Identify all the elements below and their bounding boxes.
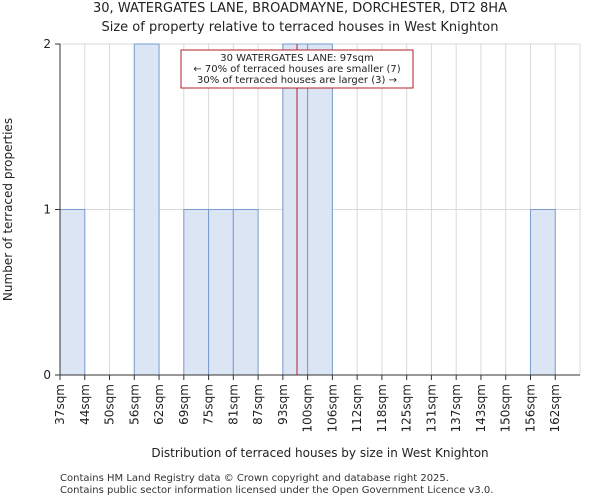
x-tick-label: 56sqm bbox=[127, 384, 141, 425]
bars bbox=[59, 43, 556, 376]
x-tick-label: 81sqm bbox=[226, 384, 240, 425]
footer-line-2: Contains public sector information licen… bbox=[60, 485, 494, 496]
y-tick-label: 0 bbox=[43, 368, 51, 382]
chart-subtitle: Size of property relative to terraced ho… bbox=[101, 20, 499, 35]
y-tick-label: 1 bbox=[43, 203, 51, 217]
x-tick-label: 112sqm bbox=[350, 384, 364, 432]
y-tick-label: 2 bbox=[43, 37, 51, 51]
bar-93sqm bbox=[282, 43, 309, 376]
x-tick-label: 118sqm bbox=[375, 384, 389, 432]
bar-37sqm bbox=[59, 209, 86, 376]
x-tick-label: 69sqm bbox=[177, 384, 191, 425]
bar-156sqm bbox=[529, 209, 556, 376]
x-tick-label: 143sqm bbox=[474, 384, 488, 432]
annotation-box bbox=[180, 49, 414, 89]
chart-title: 30, WATERGATES LANE, BROADMAYNE, DORCHES… bbox=[93, 1, 507, 16]
x-tick-label: 100sqm bbox=[301, 384, 315, 432]
x-tick-label: 37sqm bbox=[53, 384, 67, 425]
x-tick-label: 131sqm bbox=[424, 384, 438, 432]
x-tick-label: 44sqm bbox=[78, 384, 92, 425]
x-tick-label: 62sqm bbox=[152, 384, 166, 425]
y-axis-label: Number of terraced properties bbox=[1, 118, 15, 301]
marker: 30 WATERGATES LANE: 97sqm← 70% of terrac… bbox=[180, 44, 414, 375]
x-tick-label: 125sqm bbox=[400, 384, 414, 432]
x-tick-label: 75sqm bbox=[202, 384, 216, 425]
axes: 0 1 2 37sqm 44sqm 50sqm 56sqm 62sqm 69sqm 75sqm 81… bbox=[43, 37, 580, 432]
x-tick-label: 156sqm bbox=[523, 384, 537, 432]
bar-81sqm bbox=[232, 209, 259, 376]
annotation-line-1: 30 WATERGATES LANE: 97sqm bbox=[220, 53, 373, 64]
x-tick-label: 162sqm bbox=[548, 384, 562, 432]
x-tick-label: 50sqm bbox=[103, 384, 117, 425]
x-tick-label: 150sqm bbox=[499, 384, 513, 432]
bar-75sqm bbox=[208, 209, 234, 376]
footer-line-1: Contains HM Land Registry data © Crown c… bbox=[60, 473, 449, 484]
x-tick-label: 93sqm bbox=[276, 384, 290, 425]
x-tick-label: 137sqm bbox=[449, 384, 463, 432]
annotation-line-3: 30% of terraced houses are larger (3) → bbox=[197, 75, 397, 86]
bar-56sqm bbox=[133, 43, 160, 376]
bar-100sqm bbox=[307, 43, 333, 376]
bar-69sqm bbox=[183, 209, 210, 376]
x-tick-label: 106sqm bbox=[325, 384, 339, 432]
annotation-line-2: ← 70% of terraced houses are smaller (7) bbox=[193, 64, 400, 75]
x-tick-label: 87sqm bbox=[251, 384, 265, 425]
x-axis-label: Distribution of terraced houses by size … bbox=[151, 446, 488, 460]
